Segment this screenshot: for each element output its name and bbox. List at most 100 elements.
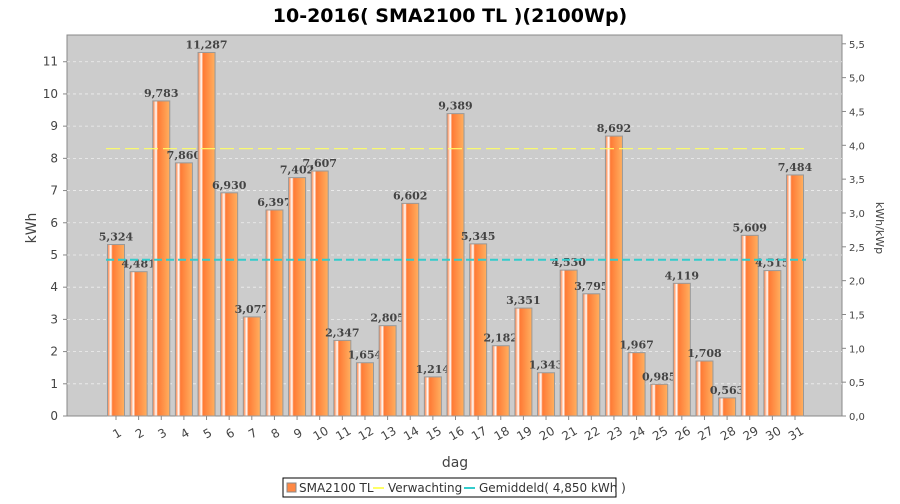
x-tick-label: 20 (537, 424, 557, 444)
y-tick-label: 7 (50, 184, 58, 198)
x-tick-label: 22 (582, 424, 602, 444)
data-label: 1,654 (348, 349, 383, 362)
y-right-tick-label: 5,0 (849, 74, 865, 85)
bar (197, 51, 216, 417)
y-tick-label: 1 (50, 377, 58, 391)
data-label: 7,607 (302, 157, 336, 170)
data-label: 0,563 (710, 384, 744, 397)
x-tick-label: 2 (133, 426, 147, 442)
data-label: 6,397 (257, 196, 291, 209)
bar (491, 345, 510, 417)
bar (446, 113, 465, 417)
x-axis-label: dag (442, 455, 468, 471)
legend-swatch-bar (286, 482, 297, 493)
data-label: 6,930 (212, 179, 247, 192)
bar (582, 293, 601, 417)
y-right-tick-label: 2,0 (849, 277, 865, 288)
x-tick-label: 3 (155, 426, 169, 442)
y-tick-label: 10 (43, 87, 58, 101)
data-label: 6,602 (393, 189, 427, 202)
bar (401, 202, 420, 417)
bar (242, 316, 261, 417)
data-label: 2,805 (370, 312, 404, 325)
x-tick-label: 14 (401, 424, 421, 444)
y-right-tick-label: 3,5 (849, 175, 865, 186)
data-label: 5,345 (461, 230, 495, 243)
data-label: 11,287 (185, 38, 227, 51)
x-tick-label: 19 (514, 424, 534, 444)
bar (129, 271, 148, 417)
x-tick-label: 28 (718, 424, 738, 444)
x-tick-label: 8 (269, 426, 283, 442)
x-tick-label: 30 (763, 424, 783, 444)
data-label: 5,609 (733, 221, 767, 234)
bar (423, 376, 442, 417)
bar (310, 170, 329, 417)
x-tick-label: 27 (695, 424, 715, 444)
data-label: 3,351 (506, 294, 540, 307)
data-label: 0,985 (642, 370, 676, 383)
bar (786, 174, 804, 417)
bar (718, 397, 737, 417)
x-tick-label: 15 (424, 424, 444, 444)
bar (650, 383, 669, 417)
y-right-tick-label: 5,5 (849, 40, 865, 51)
x-tick-label: 16 (446, 424, 466, 444)
data-label: 4,119 (665, 269, 699, 282)
bar (288, 177, 307, 417)
data-label: 4,481 (121, 258, 155, 271)
bar (604, 135, 623, 417)
data-label: 5,324 (99, 231, 134, 244)
x-tick-label: 5 (201, 426, 215, 442)
y-axis-right-label: kWh/kWp (873, 202, 886, 254)
x-tick-label: 23 (605, 424, 625, 444)
x-tick-label: 31 (786, 424, 806, 444)
y-tick-label: 0 (50, 409, 58, 423)
data-label: 7,484 (778, 161, 813, 174)
x-tick-label: 18 (492, 424, 512, 444)
legend-item-gemiddeld: Gemiddeld( 4,850 kWh ) (479, 481, 626, 495)
bar (537, 372, 556, 417)
y-tick-label: 2 (50, 345, 58, 359)
data-label: 2,347 (325, 326, 359, 339)
data-label: 7,402 (280, 164, 314, 177)
x-tick-label: 7 (246, 426, 260, 442)
bar (627, 352, 646, 417)
x-tick-label: 26 (673, 424, 693, 444)
data-label: 4,530 (551, 256, 586, 269)
data-label: 1,708 (687, 347, 722, 360)
y-right-tick-label: 4,5 (849, 107, 865, 118)
y-tick-label: 9 (50, 119, 58, 133)
data-label: 4,515 (755, 257, 789, 270)
x-tick-label: 25 (650, 424, 670, 444)
x-tick-label: 21 (560, 424, 580, 444)
bar (355, 362, 374, 417)
y-tick-label: 11 (43, 55, 58, 69)
x-tick-label: 12 (356, 424, 376, 444)
data-label: 8,692 (597, 122, 631, 135)
y-axis-label: kWh (24, 213, 40, 244)
data-label: 9,783 (144, 87, 178, 100)
data-label: 2,182 (484, 332, 518, 345)
data-label: 1,214 (416, 363, 451, 376)
y-right-tick-label: 0,0 (849, 412, 865, 423)
data-label: 3,077 (235, 303, 269, 316)
y-right-tick-label: 0,5 (849, 378, 865, 389)
y-right-tick-label: 1,5 (849, 310, 865, 321)
x-tick-label: 29 (741, 424, 761, 444)
x-tick-label: 11 (333, 424, 353, 444)
y-right-tick-label: 1,0 (849, 344, 865, 355)
chart-title: 10-2016( SMA2100 TL )(2100Wp) (273, 5, 627, 27)
data-label: 9,389 (438, 100, 472, 113)
y-right-tick-label: 3,0 (849, 209, 865, 220)
legend: SMA2100 TL Verwachting Gemiddeld( 4,850 … (282, 477, 626, 498)
bar (469, 243, 488, 417)
bar (378, 325, 397, 417)
bar (763, 270, 782, 417)
data-label: 1,967 (619, 339, 653, 352)
x-tick-label: 17 (469, 424, 489, 444)
x-tick-label: 10 (311, 424, 331, 444)
legend-item-sma: SMA2100 TL (299, 481, 374, 495)
y-tick-label: 5 (50, 248, 58, 262)
